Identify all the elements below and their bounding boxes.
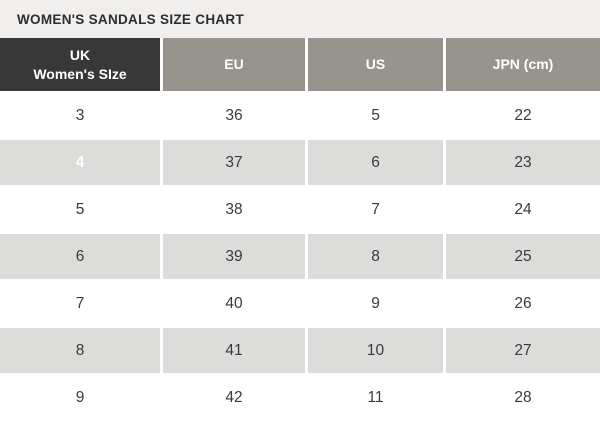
column-header-eu: EU [163, 38, 308, 93]
table-row: 6 39 8 25 [0, 234, 600, 281]
chart-title-bar: WOMEN'S SANDALS SIZE CHART [0, 0, 600, 38]
table-row: 7 40 9 26 [0, 281, 600, 328]
cell-eu: 37 [163, 140, 308, 187]
cell-jpn: 27 [446, 328, 600, 375]
cell-jpn: 26 [446, 281, 600, 328]
column-header-jpn: JPN (cm) [446, 38, 600, 93]
page-title: WOMEN'S SANDALS SIZE CHART [17, 11, 245, 27]
cell-uk: 9 [0, 375, 163, 422]
cell-us: 10 [308, 328, 446, 375]
cell-jpn: 25 [446, 234, 600, 281]
cell-us: 9 [308, 281, 446, 328]
cell-uk: 3 [0, 93, 163, 140]
column-header-uk-line2: Women's SIze [33, 65, 127, 82]
column-header-uk-line1: UK [69, 46, 91, 63]
cell-eu: 40 [163, 281, 308, 328]
cell-eu: 42 [163, 375, 308, 422]
cell-uk-selected: 4 [0, 140, 163, 187]
cell-uk: 8 [0, 328, 163, 375]
cell-us: 5 [308, 93, 446, 140]
table-row: 8 41 10 27 [0, 328, 600, 375]
table-row-highlighted: 4 37 6 23 [0, 140, 600, 187]
cell-uk: 6 [0, 234, 163, 281]
column-header-us: US [308, 38, 446, 93]
cell-uk: 5 [0, 187, 163, 234]
table-row: 5 38 7 24 [0, 187, 600, 234]
table-row: 9 42 11 28 [0, 375, 600, 422]
cell-jpn: 22 [446, 93, 600, 140]
cell-uk: 7 [0, 281, 163, 328]
cell-jpn: 28 [446, 375, 600, 422]
cell-eu: 41 [163, 328, 308, 375]
cell-us: 7 [308, 187, 446, 234]
table-header-row: UK Women's SIze EU US JPN (cm) [0, 38, 600, 93]
cell-us: 6 [308, 140, 446, 187]
column-header-uk: UK Women's SIze [0, 38, 163, 93]
cell-eu: 36 [163, 93, 308, 140]
cell-jpn: 23 [446, 140, 600, 187]
cell-eu: 39 [163, 234, 308, 281]
size-chart-table: UK Women's SIze EU US JPN (cm) 3 36 5 22… [0, 38, 600, 422]
cell-jpn: 24 [446, 187, 600, 234]
cell-us: 11 [308, 375, 446, 422]
table-row: 3 36 5 22 [0, 93, 600, 140]
cell-us: 8 [308, 234, 446, 281]
cell-eu: 38 [163, 187, 308, 234]
